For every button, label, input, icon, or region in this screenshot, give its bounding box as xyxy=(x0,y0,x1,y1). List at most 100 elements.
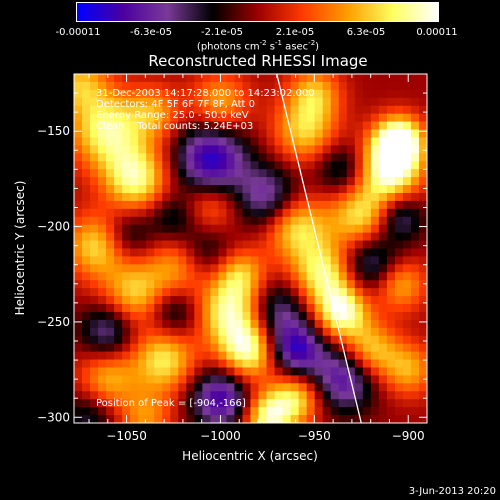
heatmap-cell xyxy=(234,304,244,313)
heatmap-cell xyxy=(354,335,364,345)
heatmap-cell xyxy=(186,327,195,337)
heatmap-cell xyxy=(330,367,340,377)
heatmap-cell xyxy=(282,105,292,115)
heatmap-cell xyxy=(274,97,284,107)
heatmap-cell xyxy=(122,375,131,384)
heatmap-cell xyxy=(170,272,179,281)
heatmap-cell xyxy=(122,311,131,321)
heatmap-cell xyxy=(306,74,316,83)
heatmap-cell xyxy=(378,185,388,194)
heatmap-cell xyxy=(338,113,348,123)
heatmap-cell xyxy=(170,185,179,194)
heatmap-cell xyxy=(82,351,91,361)
heatmap-cell xyxy=(82,97,91,107)
heatmap-cell xyxy=(74,351,83,361)
heatmap-cell xyxy=(378,343,388,353)
heatmap-cell xyxy=(162,240,171,250)
heatmap-cell xyxy=(394,288,404,297)
heatmap-cell xyxy=(386,74,396,83)
heatmap-cell xyxy=(74,161,83,170)
heatmap-cell xyxy=(402,327,412,337)
heatmap-cell xyxy=(82,192,91,202)
heatmap-cell xyxy=(338,415,348,423)
heatmap-cell xyxy=(154,280,163,289)
heatmap-cell xyxy=(122,240,131,250)
heatmap-cell xyxy=(202,232,211,242)
heatmap-cell xyxy=(418,415,427,423)
heatmap-cell xyxy=(330,248,340,258)
heatmap-cell xyxy=(186,97,195,107)
heatmap-cell xyxy=(410,129,420,139)
heatmap-cell xyxy=(146,327,155,337)
heatmap-cell xyxy=(354,304,364,313)
heatmap-cell xyxy=(154,177,163,186)
heatmap-cell xyxy=(298,121,308,131)
heatmap-cell xyxy=(378,327,388,337)
heatmap-cell xyxy=(362,272,372,281)
heatmap-cell xyxy=(74,145,83,154)
heatmap-cell xyxy=(298,200,308,210)
heatmap-cell xyxy=(346,177,356,186)
heatmap-cell xyxy=(178,391,187,400)
heatmap-cell xyxy=(226,367,236,377)
heatmap-cell xyxy=(210,113,220,123)
heatmap-cell xyxy=(306,240,316,250)
heatmap-cell xyxy=(314,105,324,115)
heatmap-cell xyxy=(322,311,332,321)
heatmap-cell xyxy=(194,375,203,384)
heatmap-cell xyxy=(354,129,364,139)
heatmap-cell xyxy=(354,240,364,250)
heatmap-cell xyxy=(138,192,147,202)
heatmap-cell xyxy=(330,185,340,194)
heatmap-cell xyxy=(322,129,332,139)
heatmap-cell xyxy=(106,415,115,423)
heatmap-cell xyxy=(394,137,404,146)
heatmap-cell xyxy=(186,74,195,83)
heatmap-cell xyxy=(298,407,308,416)
heatmap-cell xyxy=(274,105,284,115)
heatmap-cell xyxy=(330,335,340,345)
heatmap-cell xyxy=(130,319,139,329)
heatmap-cell xyxy=(394,216,404,226)
heatmap-cell xyxy=(202,335,211,345)
heatmap-cell xyxy=(74,240,83,250)
heatmap-cell xyxy=(98,192,107,202)
heatmap-cell xyxy=(306,200,316,210)
heatmap-cell xyxy=(378,311,388,321)
heatmap-cell xyxy=(146,105,155,115)
heatmap-cell xyxy=(154,327,163,337)
heatmap-cell xyxy=(362,399,372,408)
heatmap-cell xyxy=(410,216,420,226)
heatmap-cell xyxy=(370,351,380,361)
heatmap-cell xyxy=(234,200,244,210)
heatmap-cell xyxy=(226,391,236,400)
heatmap-cell xyxy=(330,296,340,305)
heatmap-cell xyxy=(162,74,171,83)
heatmap-cell xyxy=(234,359,244,369)
heatmap-cell xyxy=(354,81,364,91)
heatmap-cell xyxy=(218,319,228,329)
heatmap-cell xyxy=(178,280,187,289)
heatmap-cell xyxy=(386,319,396,329)
heatmap-cell xyxy=(170,129,179,139)
heatmap-cell xyxy=(218,383,228,392)
heatmap-cell xyxy=(298,391,308,400)
heatmap-cell xyxy=(250,216,260,226)
heatmap-cell xyxy=(266,335,276,345)
heatmap-cell xyxy=(90,296,99,305)
heatmap-cell xyxy=(314,391,324,400)
heatmap-cell xyxy=(298,153,308,162)
heatmap-cell xyxy=(290,264,300,273)
heatmap-cell xyxy=(410,240,420,250)
heatmap-cell xyxy=(338,185,348,194)
heatmap-cell xyxy=(234,399,244,408)
heatmap-cell xyxy=(162,97,171,107)
heatmap-cell xyxy=(362,232,372,242)
heatmap-cell xyxy=(282,391,292,400)
heatmap-cell xyxy=(258,407,268,416)
heatmap-cell xyxy=(90,399,99,408)
heatmap-cell xyxy=(322,145,332,154)
heatmap-cell xyxy=(186,161,195,170)
heatmap-cell xyxy=(202,343,211,353)
heatmap-cell xyxy=(90,248,99,258)
